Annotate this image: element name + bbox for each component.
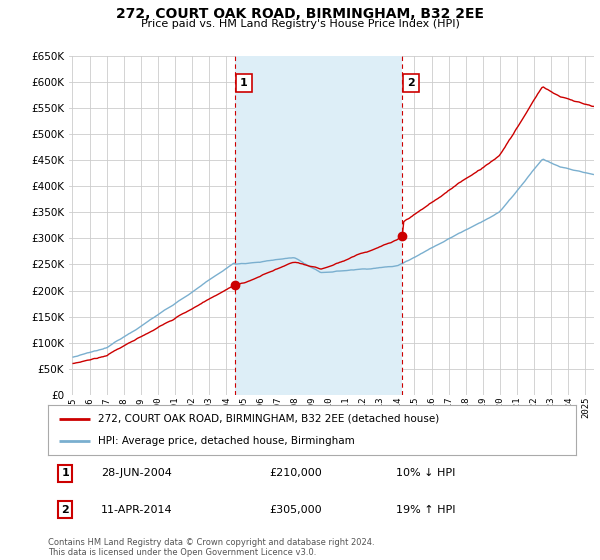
Text: 272, COURT OAK ROAD, BIRMINGHAM, B32 2EE: 272, COURT OAK ROAD, BIRMINGHAM, B32 2EE [116, 7, 484, 21]
Text: Price paid vs. HM Land Registry's House Price Index (HPI): Price paid vs. HM Land Registry's House … [140, 19, 460, 29]
Text: 2: 2 [407, 78, 415, 88]
Text: 19% ↑ HPI: 19% ↑ HPI [397, 505, 456, 515]
Text: 272, COURT OAK ROAD, BIRMINGHAM, B32 2EE (detached house): 272, COURT OAK ROAD, BIRMINGHAM, B32 2EE… [98, 414, 439, 424]
Text: 10% ↓ HPI: 10% ↓ HPI [397, 468, 456, 478]
Text: £305,000: £305,000 [270, 505, 322, 515]
Bar [235, 56, 402, 395]
Text: 2: 2 [61, 505, 69, 515]
Text: 1: 1 [61, 468, 69, 478]
Text: £210,000: £210,000 [270, 468, 323, 478]
Text: Contains HM Land Registry data © Crown copyright and database right 2024.
This d: Contains HM Land Registry data © Crown c… [48, 538, 374, 557]
Text: HPI: Average price, detached house, Birmingham: HPI: Average price, detached house, Birm… [98, 436, 355, 446]
Text: 1: 1 [240, 78, 248, 88]
Text: 11-APR-2014: 11-APR-2014 [101, 505, 172, 515]
Text: 28-JUN-2004: 28-JUN-2004 [101, 468, 172, 478]
